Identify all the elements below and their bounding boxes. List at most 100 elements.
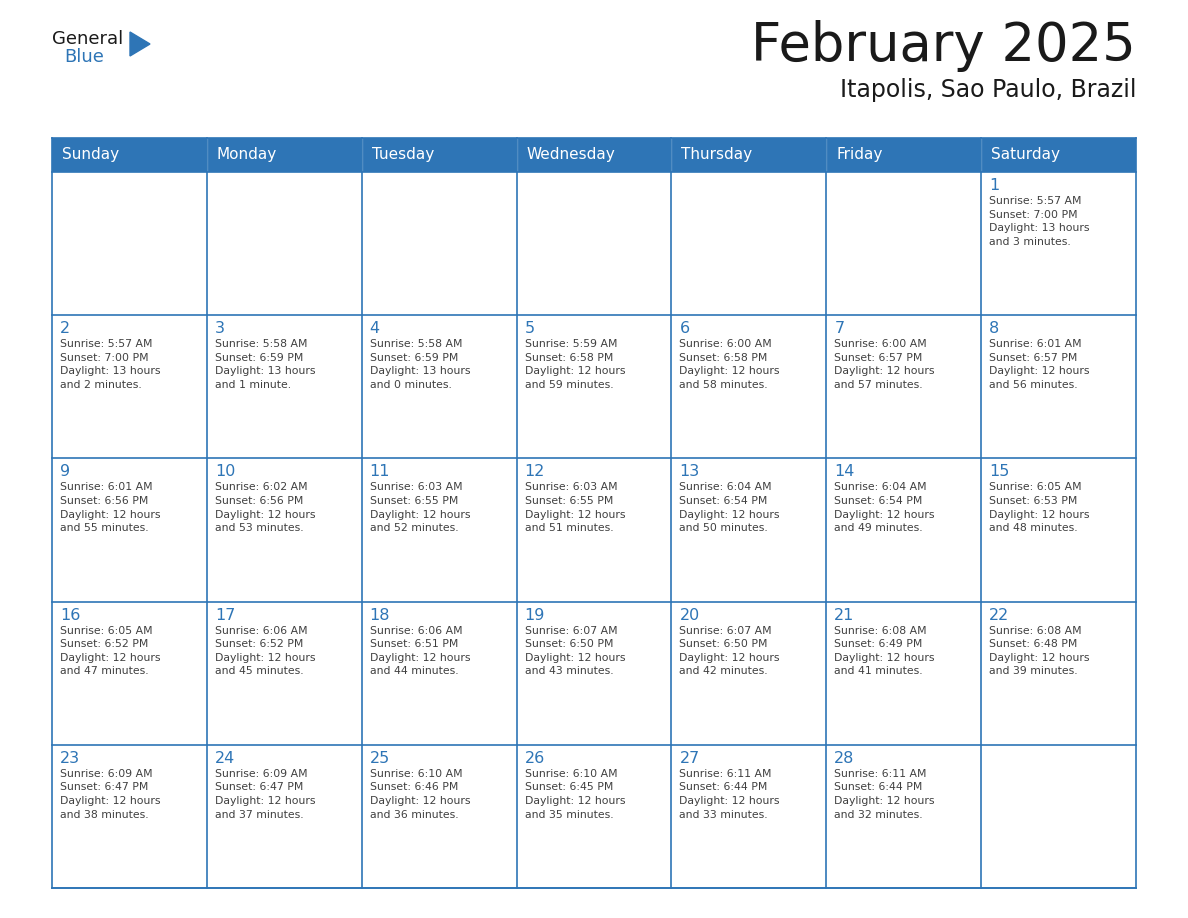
Text: 6: 6 bbox=[680, 321, 689, 336]
Text: 16: 16 bbox=[61, 608, 81, 622]
Bar bbox=[207, 172, 361, 315]
Text: Sunrise: 6:11 AM
Sunset: 6:44 PM
Daylight: 12 hours
and 32 minutes.: Sunrise: 6:11 AM Sunset: 6:44 PM Dayligh… bbox=[834, 768, 935, 820]
Text: 27: 27 bbox=[680, 751, 700, 766]
Bar bbox=[671, 315, 827, 458]
Text: 23: 23 bbox=[61, 751, 80, 766]
Bar bbox=[207, 138, 361, 172]
Bar bbox=[671, 172, 827, 315]
Text: Sunrise: 6:03 AM
Sunset: 6:55 PM
Daylight: 12 hours
and 52 minutes.: Sunrise: 6:03 AM Sunset: 6:55 PM Dayligh… bbox=[369, 482, 470, 533]
Bar bbox=[361, 138, 517, 172]
Bar bbox=[207, 744, 361, 888]
Text: Itapolis, Sao Paulo, Brazil: Itapolis, Sao Paulo, Brazil bbox=[840, 78, 1136, 102]
Text: Monday: Monday bbox=[217, 148, 277, 162]
Text: Sunrise: 6:03 AM
Sunset: 6:55 PM
Daylight: 12 hours
and 51 minutes.: Sunrise: 6:03 AM Sunset: 6:55 PM Dayligh… bbox=[525, 482, 625, 533]
Text: February 2025: February 2025 bbox=[751, 20, 1136, 72]
Text: Sunrise: 6:04 AM
Sunset: 6:54 PM
Daylight: 12 hours
and 49 minutes.: Sunrise: 6:04 AM Sunset: 6:54 PM Dayligh… bbox=[834, 482, 935, 533]
Text: Sunrise: 6:11 AM
Sunset: 6:44 PM
Daylight: 12 hours
and 33 minutes.: Sunrise: 6:11 AM Sunset: 6:44 PM Dayligh… bbox=[680, 768, 781, 820]
Bar bbox=[671, 458, 827, 601]
Bar bbox=[52, 138, 207, 172]
Bar bbox=[981, 601, 1136, 744]
Bar bbox=[827, 744, 981, 888]
Bar bbox=[981, 458, 1136, 601]
Bar bbox=[671, 138, 827, 172]
Bar bbox=[517, 138, 671, 172]
Text: Sunrise: 6:08 AM
Sunset: 6:49 PM
Daylight: 12 hours
and 41 minutes.: Sunrise: 6:08 AM Sunset: 6:49 PM Dayligh… bbox=[834, 625, 935, 677]
Text: 4: 4 bbox=[369, 321, 380, 336]
Bar bbox=[827, 138, 981, 172]
Text: 15: 15 bbox=[990, 465, 1010, 479]
Text: Sunrise: 5:57 AM
Sunset: 7:00 PM
Daylight: 13 hours
and 3 minutes.: Sunrise: 5:57 AM Sunset: 7:00 PM Dayligh… bbox=[990, 196, 1089, 247]
Text: Sunrise: 6:00 AM
Sunset: 6:58 PM
Daylight: 12 hours
and 58 minutes.: Sunrise: 6:00 AM Sunset: 6:58 PM Dayligh… bbox=[680, 339, 781, 390]
Text: Sunrise: 6:10 AM
Sunset: 6:45 PM
Daylight: 12 hours
and 35 minutes.: Sunrise: 6:10 AM Sunset: 6:45 PM Dayligh… bbox=[525, 768, 625, 820]
Bar bbox=[827, 601, 981, 744]
Text: Sunrise: 6:09 AM
Sunset: 6:47 PM
Daylight: 12 hours
and 37 minutes.: Sunrise: 6:09 AM Sunset: 6:47 PM Dayligh… bbox=[215, 768, 315, 820]
Text: 28: 28 bbox=[834, 751, 854, 766]
Bar bbox=[207, 601, 361, 744]
Text: 22: 22 bbox=[990, 608, 1010, 622]
Text: Sunrise: 6:07 AM
Sunset: 6:50 PM
Daylight: 12 hours
and 43 minutes.: Sunrise: 6:07 AM Sunset: 6:50 PM Dayligh… bbox=[525, 625, 625, 677]
Text: Sunrise: 5:57 AM
Sunset: 7:00 PM
Daylight: 13 hours
and 2 minutes.: Sunrise: 5:57 AM Sunset: 7:00 PM Dayligh… bbox=[61, 339, 160, 390]
Text: Sunrise: 6:08 AM
Sunset: 6:48 PM
Daylight: 12 hours
and 39 minutes.: Sunrise: 6:08 AM Sunset: 6:48 PM Dayligh… bbox=[990, 625, 1089, 677]
Text: 10: 10 bbox=[215, 465, 235, 479]
Text: Sunrise: 6:00 AM
Sunset: 6:57 PM
Daylight: 12 hours
and 57 minutes.: Sunrise: 6:00 AM Sunset: 6:57 PM Dayligh… bbox=[834, 339, 935, 390]
Text: General: General bbox=[52, 30, 124, 48]
Bar bbox=[361, 744, 517, 888]
Text: Sunrise: 5:58 AM
Sunset: 6:59 PM
Daylight: 13 hours
and 0 minutes.: Sunrise: 5:58 AM Sunset: 6:59 PM Dayligh… bbox=[369, 339, 470, 390]
Text: 25: 25 bbox=[369, 751, 390, 766]
Text: Sunrise: 6:01 AM
Sunset: 6:57 PM
Daylight: 12 hours
and 56 minutes.: Sunrise: 6:01 AM Sunset: 6:57 PM Dayligh… bbox=[990, 339, 1089, 390]
Bar bbox=[671, 601, 827, 744]
Bar bbox=[517, 458, 671, 601]
Text: Saturday: Saturday bbox=[991, 148, 1060, 162]
Text: Sunrise: 6:05 AM
Sunset: 6:53 PM
Daylight: 12 hours
and 48 minutes.: Sunrise: 6:05 AM Sunset: 6:53 PM Dayligh… bbox=[990, 482, 1089, 533]
Text: Sunrise: 5:58 AM
Sunset: 6:59 PM
Daylight: 13 hours
and 1 minute.: Sunrise: 5:58 AM Sunset: 6:59 PM Dayligh… bbox=[215, 339, 315, 390]
Bar bbox=[361, 172, 517, 315]
Bar bbox=[361, 315, 517, 458]
Bar bbox=[361, 458, 517, 601]
Bar bbox=[52, 744, 207, 888]
Text: Sunrise: 6:01 AM
Sunset: 6:56 PM
Daylight: 12 hours
and 55 minutes.: Sunrise: 6:01 AM Sunset: 6:56 PM Dayligh… bbox=[61, 482, 160, 533]
Bar bbox=[981, 138, 1136, 172]
Text: Sunrise: 6:06 AM
Sunset: 6:52 PM
Daylight: 12 hours
and 45 minutes.: Sunrise: 6:06 AM Sunset: 6:52 PM Dayligh… bbox=[215, 625, 315, 677]
Text: 1: 1 bbox=[990, 178, 999, 193]
Bar bbox=[517, 172, 671, 315]
Text: Thursday: Thursday bbox=[682, 148, 752, 162]
Bar bbox=[207, 458, 361, 601]
Bar bbox=[827, 172, 981, 315]
Bar bbox=[517, 315, 671, 458]
Text: 21: 21 bbox=[834, 608, 854, 622]
Text: Sunrise: 6:04 AM
Sunset: 6:54 PM
Daylight: 12 hours
and 50 minutes.: Sunrise: 6:04 AM Sunset: 6:54 PM Dayligh… bbox=[680, 482, 781, 533]
Text: 24: 24 bbox=[215, 751, 235, 766]
Text: Tuesday: Tuesday bbox=[372, 148, 434, 162]
Text: 7: 7 bbox=[834, 321, 845, 336]
Text: Sunrise: 6:02 AM
Sunset: 6:56 PM
Daylight: 12 hours
and 53 minutes.: Sunrise: 6:02 AM Sunset: 6:56 PM Dayligh… bbox=[215, 482, 315, 533]
Text: 8: 8 bbox=[990, 321, 999, 336]
Text: 20: 20 bbox=[680, 608, 700, 622]
Text: 3: 3 bbox=[215, 321, 225, 336]
Bar bbox=[517, 601, 671, 744]
Text: 17: 17 bbox=[215, 608, 235, 622]
Text: Sunrise: 6:09 AM
Sunset: 6:47 PM
Daylight: 12 hours
and 38 minutes.: Sunrise: 6:09 AM Sunset: 6:47 PM Dayligh… bbox=[61, 768, 160, 820]
Text: 13: 13 bbox=[680, 465, 700, 479]
Bar bbox=[827, 458, 981, 601]
Text: 2: 2 bbox=[61, 321, 70, 336]
Text: Sunrise: 5:59 AM
Sunset: 6:58 PM
Daylight: 12 hours
and 59 minutes.: Sunrise: 5:59 AM Sunset: 6:58 PM Dayligh… bbox=[525, 339, 625, 390]
Text: 14: 14 bbox=[834, 465, 854, 479]
Text: Sunrise: 6:05 AM
Sunset: 6:52 PM
Daylight: 12 hours
and 47 minutes.: Sunrise: 6:05 AM Sunset: 6:52 PM Dayligh… bbox=[61, 625, 160, 677]
Text: 19: 19 bbox=[525, 608, 545, 622]
Bar bbox=[52, 601, 207, 744]
Bar bbox=[827, 315, 981, 458]
Bar bbox=[361, 601, 517, 744]
Bar bbox=[517, 744, 671, 888]
Text: Sunrise: 6:10 AM
Sunset: 6:46 PM
Daylight: 12 hours
and 36 minutes.: Sunrise: 6:10 AM Sunset: 6:46 PM Dayligh… bbox=[369, 768, 470, 820]
Text: 5: 5 bbox=[525, 321, 535, 336]
Text: Sunrise: 6:07 AM
Sunset: 6:50 PM
Daylight: 12 hours
and 42 minutes.: Sunrise: 6:07 AM Sunset: 6:50 PM Dayligh… bbox=[680, 625, 781, 677]
Text: Sunrise: 6:06 AM
Sunset: 6:51 PM
Daylight: 12 hours
and 44 minutes.: Sunrise: 6:06 AM Sunset: 6:51 PM Dayligh… bbox=[369, 625, 470, 677]
Text: 9: 9 bbox=[61, 465, 70, 479]
Text: Wednesday: Wednesday bbox=[526, 148, 615, 162]
Bar bbox=[207, 315, 361, 458]
Text: 26: 26 bbox=[525, 751, 545, 766]
Text: 18: 18 bbox=[369, 608, 390, 622]
Bar bbox=[981, 172, 1136, 315]
Polygon shape bbox=[129, 32, 150, 56]
Bar bbox=[981, 315, 1136, 458]
